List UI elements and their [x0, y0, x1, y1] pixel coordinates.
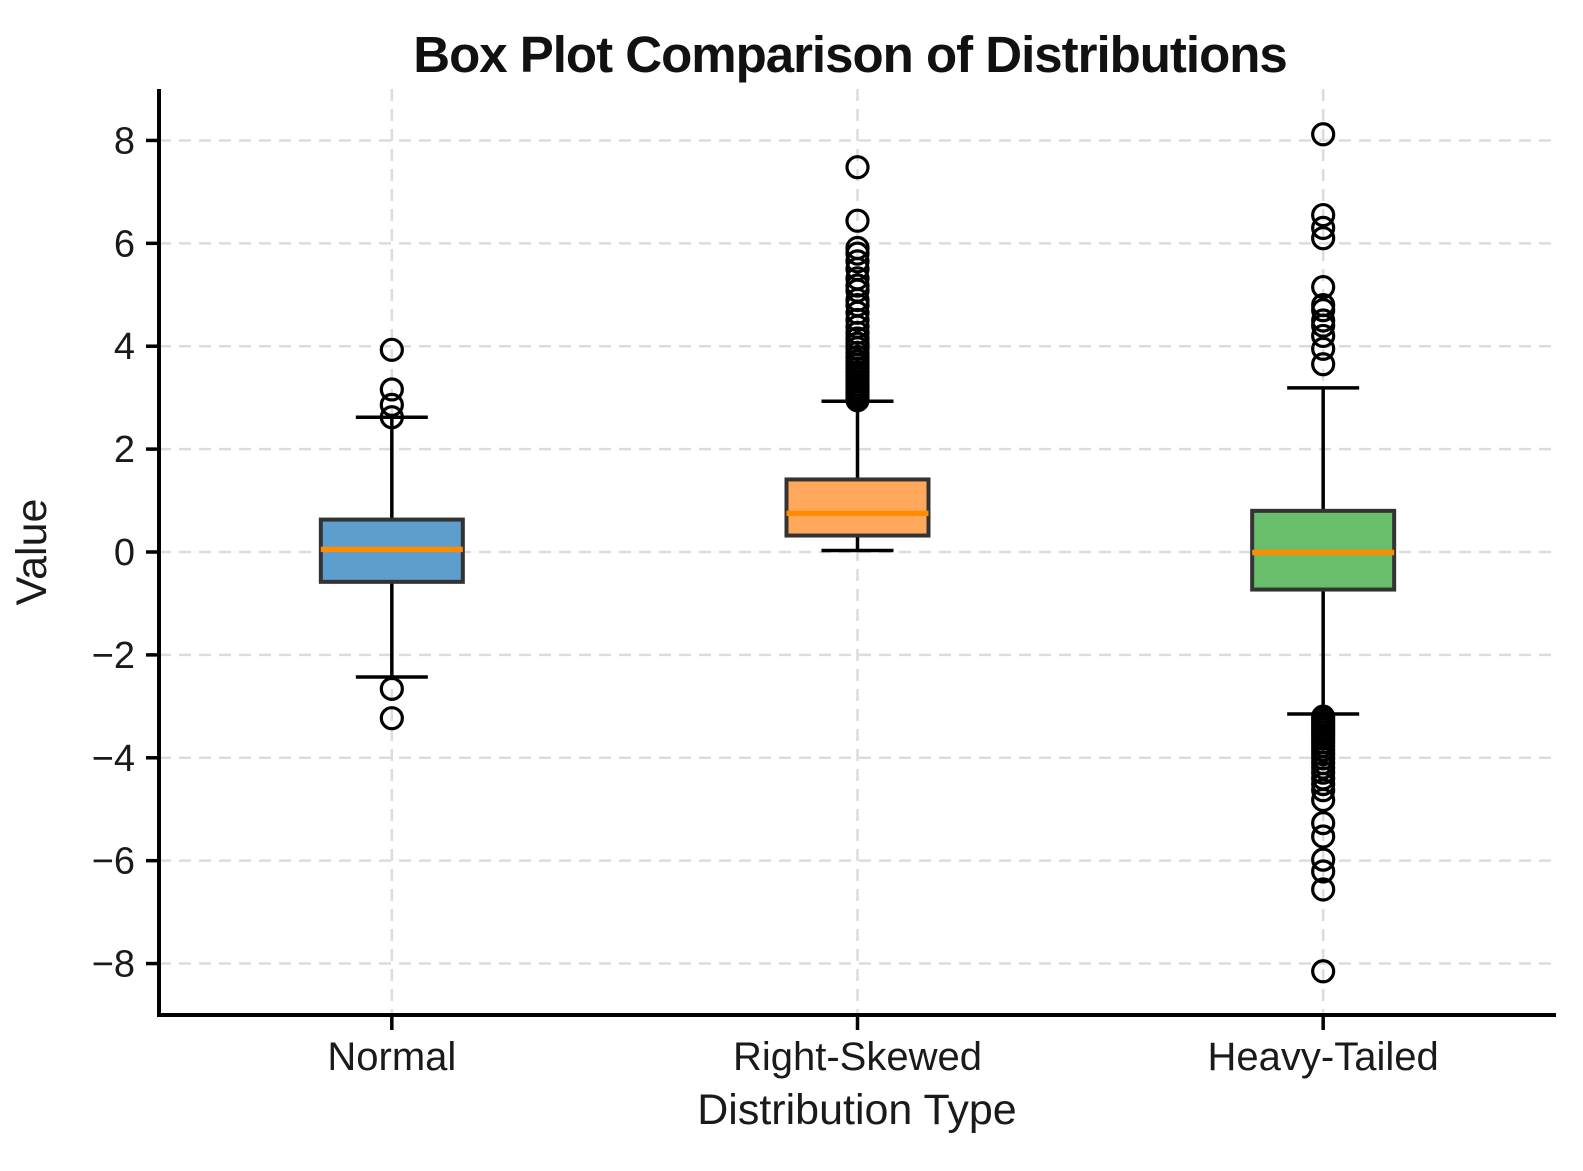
y-tick-label: 6 — [114, 223, 135, 265]
box-group-heavy-tailed — [1250, 122, 1397, 984]
chart-title: Box Plot Comparison of Distributions — [413, 26, 1287, 83]
y-tick-label: 4 — [114, 326, 135, 368]
y-tick-label: 0 — [114, 532, 135, 574]
y-tick-label: −4 — [92, 738, 135, 780]
x-tick-label-heavy-tailed: Heavy-Tailed — [1208, 1035, 1439, 1079]
outlier-point — [1311, 313, 1336, 338]
outlier-point — [379, 706, 404, 731]
outlier-point — [1311, 778, 1336, 803]
outlier-point — [379, 337, 404, 362]
outlier-point — [845, 249, 870, 274]
box-group-right-skewed — [784, 155, 931, 553]
outlier-point — [845, 208, 870, 233]
outlier-point — [1311, 352, 1336, 377]
outlier-point — [1311, 771, 1336, 797]
outlier-point — [1311, 847, 1336, 872]
outlier-point — [1311, 877, 1336, 902]
outlier-point — [379, 377, 404, 402]
y-tick-label: −6 — [92, 841, 135, 883]
outlier-point — [1311, 787, 1336, 813]
y-tick-label: −2 — [92, 635, 135, 677]
axis-layer: 8 6 4 2 0 −2 −4 −6 −8 Normal Right-Skewed Heavy-Tai… — [92, 89, 1556, 1079]
outlier-point — [1311, 122, 1336, 147]
y-axis-label: Value — [8, 499, 56, 606]
outlier-point — [1311, 274, 1336, 300]
outlier-point — [1311, 226, 1336, 251]
x-axis-label: Distribution Type — [697, 1086, 1016, 1134]
outlier-point — [845, 155, 870, 180]
box-group-normal — [318, 337, 465, 731]
y-tick-label: 8 — [114, 120, 135, 162]
outlier-point — [379, 392, 404, 417]
outlier-point — [1311, 202, 1336, 228]
outlier-point — [1311, 323, 1336, 349]
outlier-point — [1311, 215, 1336, 240]
outlier-point — [1311, 824, 1336, 849]
outlier-point — [845, 235, 870, 261]
x-tick-label-right-skewed: Right-Skewed — [733, 1035, 982, 1079]
y-tick-label: 2 — [114, 429, 135, 471]
outlier-point — [1311, 298, 1336, 323]
box-layer — [318, 122, 1397, 984]
outlier-point — [845, 273, 870, 298]
x-tick-label-normal: Normal — [327, 1035, 456, 1079]
outlier-point — [1311, 959, 1336, 984]
outlier-point — [1311, 336, 1336, 361]
outlier-point — [1311, 811, 1336, 836]
outlier-point — [379, 676, 404, 701]
iqr-box-right-skewed — [784, 477, 931, 538]
outlier-point — [1311, 859, 1336, 884]
outlier-point — [845, 266, 870, 291]
outlier-point — [379, 405, 404, 430]
y-tick-label: −8 — [92, 944, 135, 986]
